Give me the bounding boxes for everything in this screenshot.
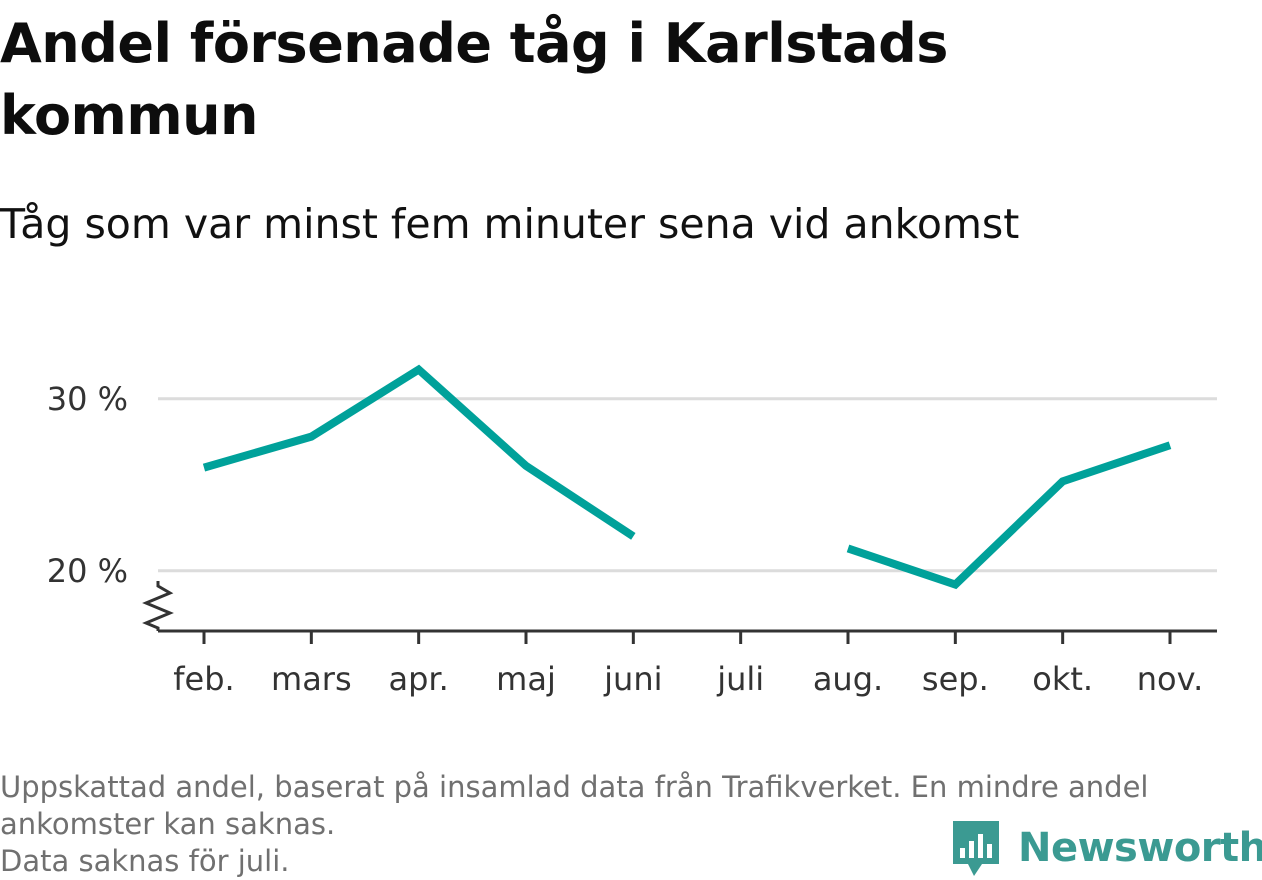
x-tick-label: feb. [173, 660, 234, 698]
brand-logo: Newsworthy [950, 818, 1262, 878]
brand-name: Newsworthy [1018, 825, 1262, 871]
x-tick-label: juni [603, 660, 662, 698]
line-chart: 20 % 30 % feb. mars apr. maj juni juli aug. sep.… [47, 364, 1217, 698]
x-tick-label: apr. [389, 660, 449, 698]
series-lines [202, 364, 1172, 590]
series-line-segment [846, 441, 1172, 590]
x-axis [142, 581, 1217, 633]
bar-chart-speech-bubble-icon [953, 821, 999, 876]
x-tick-label: juli [716, 660, 764, 698]
footnote-line-2: ankomster kan saknas. [0, 807, 336, 841]
y-tick-label: 20 % [47, 552, 128, 590]
series-line-segment [202, 364, 636, 540]
x-axis-ticks: feb. mars apr. maj juni juli aug. sep. okt. nov. [173, 631, 1203, 698]
x-tick-label: sep. [922, 660, 989, 698]
x-tick-label: maj [496, 660, 556, 698]
footnote-line-1: Uppskattad andel, baserat på insamlad da… [0, 770, 1149, 804]
gridlines [158, 397, 1217, 573]
x-tick-label: mars [271, 660, 352, 698]
x-tick-label: aug. [813, 660, 883, 698]
x-tick-label: nov. [1137, 660, 1203, 698]
footnote-line-3: Data saknas för juli. [0, 844, 290, 878]
x-tick-label: okt. [1032, 660, 1093, 698]
y-axis-ticks: 20 % 30 % [47, 380, 128, 590]
chart-title: Andel försenade tåg i Karlstads kommun [0, 12, 948, 147]
y-tick-label: 30 % [47, 380, 128, 418]
chart-subtitle: Tåg som var minst fem minuter sena vid a… [0, 200, 1020, 248]
y-axis-break-mark [142, 581, 174, 631]
footnote: Uppskattad andel, baserat på insamlad da… [0, 769, 1250, 880]
